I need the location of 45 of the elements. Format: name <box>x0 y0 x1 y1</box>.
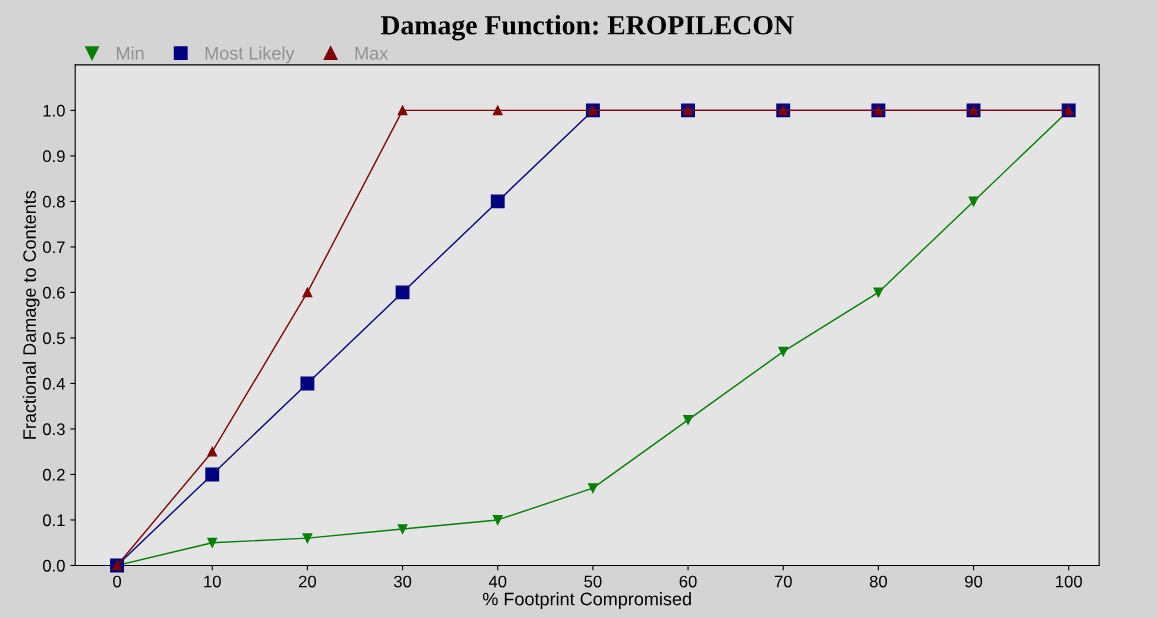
point <box>205 467 220 482</box>
point <box>588 483 598 493</box>
point <box>302 287 313 298</box>
legend-label: Max <box>355 47 388 60</box>
point <box>490 194 505 209</box>
x-tick-label: 70 <box>774 575 792 588</box>
y-tick-label: 0.6 <box>42 286 65 299</box>
point <box>397 105 408 116</box>
y-tick-label: 1.0 <box>43 104 65 117</box>
x-tick-label: 20 <box>298 575 317 588</box>
y-tick-label: 0.7 <box>42 241 65 254</box>
point <box>683 414 693 425</box>
x-axis-title: % Footprint Compromised <box>482 592 691 609</box>
x-tick-label: 80 <box>869 575 887 588</box>
point <box>968 196 979 207</box>
x-tick-label: 90 <box>965 575 983 588</box>
y-axis-title: Fractional Damage to Contents <box>22 190 40 439</box>
x-tick-label: 0 <box>113 575 122 588</box>
y-tick-label: 0.8 <box>42 195 65 208</box>
point <box>395 285 410 300</box>
x-tick-label: 60 <box>679 575 697 588</box>
point <box>300 376 315 391</box>
point <box>778 346 789 357</box>
x-tick-label: 100 <box>1056 575 1082 588</box>
y-tick-label: 0.2 <box>42 468 65 481</box>
y-tick-label: 0.5 <box>42 332 65 345</box>
point <box>302 533 313 544</box>
y-tick-label: 0.9 <box>42 150 65 163</box>
point <box>397 524 408 534</box>
x-tick-label: 10 <box>204 575 221 588</box>
legend-label: Min <box>117 46 144 60</box>
y-tick-label: 0.3 <box>42 423 65 436</box>
legend-label: Most Likely <box>205 46 295 64</box>
point <box>873 287 884 298</box>
point <box>492 515 503 525</box>
chart-title: Damage Function: EROPILECON <box>380 15 794 41</box>
x-tick-label: 40 <box>488 575 507 588</box>
point <box>492 105 503 116</box>
x-tick-label: 30 <box>393 575 412 588</box>
x-tick-label: 50 <box>584 575 602 588</box>
y-tick-label: 0.0 <box>42 559 65 572</box>
y-tick-label: 0.1 <box>42 514 65 527</box>
y-tick-label: 0.4 <box>42 377 65 390</box>
point <box>207 537 218 548</box>
point <box>207 446 218 457</box>
